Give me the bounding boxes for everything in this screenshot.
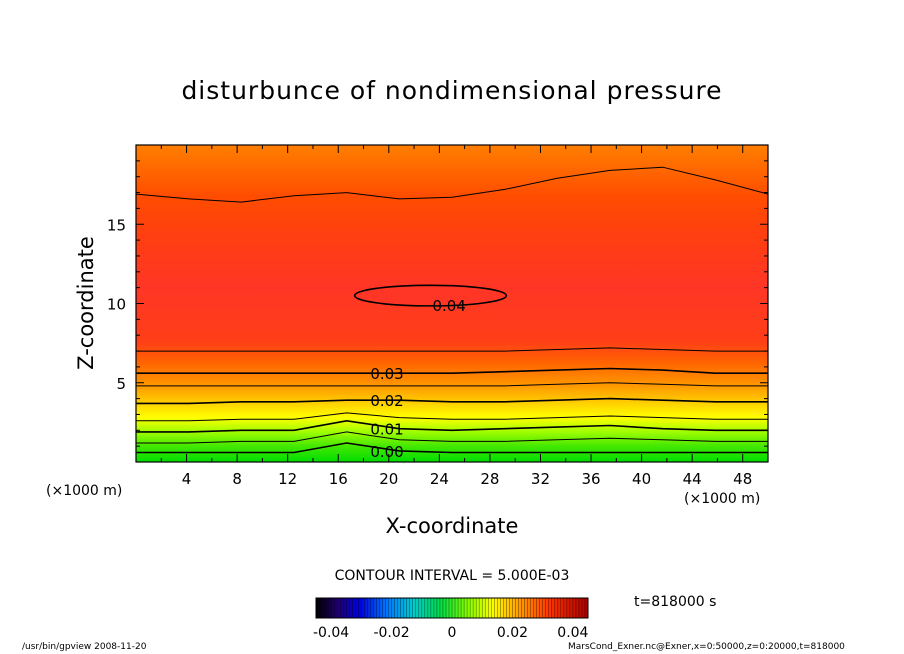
y-tick-label: 15 [107,216,126,234]
x-tick-label: 20 [379,470,398,488]
x-tick-label: 40 [632,470,651,488]
colorbar: -0.04 -0.02 0 0.02 0.04 [313,597,589,641]
contour-line-6 [136,367,768,374]
contour-label-2: 0.01 [370,421,403,439]
contour-line-2 [136,419,768,433]
footer-left: /usr/bin/gpview 2008-11-20 [22,642,147,652]
x-tick-label: 28 [480,470,499,488]
colorbar-tick-label: -0.02 [373,625,409,641]
x-tick-label: 44 [683,470,702,488]
x-axis-title: X-coordinate [385,514,519,538]
x-tick-label: 4 [182,470,192,488]
x-tick-label: 16 [329,470,348,488]
colorbar-tick-label: 0.02 [497,625,528,641]
colorbar-tick-label: 0.04 [557,625,588,641]
chart-title: disturbunce of nondimensional pressure [181,76,723,105]
contour-line-5 [136,382,768,387]
contour-line-0 [136,442,768,454]
x-unit-left: (×1000 m) [46,483,123,499]
x-tick-label: 32 [531,470,550,488]
x-tick-label: 24 [430,470,449,488]
colorbar-tick-label: -0.04 [313,625,349,641]
x-unit-right: (×1000 m) [684,491,761,507]
closed-contour-0 [353,284,508,307]
contour-interval: CONTOUR INTERVAL = 5.000E-03 [334,568,570,584]
contour-label-6: 0.03 [370,365,403,383]
contour-line-7 [136,347,768,352]
x-tick-label: 8 [232,470,242,488]
contour-lines: 0.00 0.01 0.02 0.03 0.04 [135,166,769,461]
time-label: t=818000 s [634,594,717,610]
contour-label-4: 0.02 [370,392,403,410]
x-tick-label: 36 [581,470,600,488]
contour-line-3 [136,412,768,422]
colorbar-frame [315,597,589,619]
contour-label-0: 0.00 [370,443,403,461]
footer-right: MarsCond_Exner.nc@Exner,x=0:50000,z=0:20… [568,642,845,652]
contour-line-4 [136,397,768,405]
colorbar-tick-label: 0 [448,625,457,641]
y-tick-label: 10 [107,296,126,314]
contour-line-1 [136,431,768,444]
y-tick-label: 5 [116,375,126,393]
x-tick-label: 12 [278,470,297,488]
closed-contour-label-0: 0.04 [433,297,466,315]
contour-line-8 [135,166,769,203]
y-axis-title: Z-coordinate [74,236,98,370]
x-tick-label: 48 [733,470,752,488]
